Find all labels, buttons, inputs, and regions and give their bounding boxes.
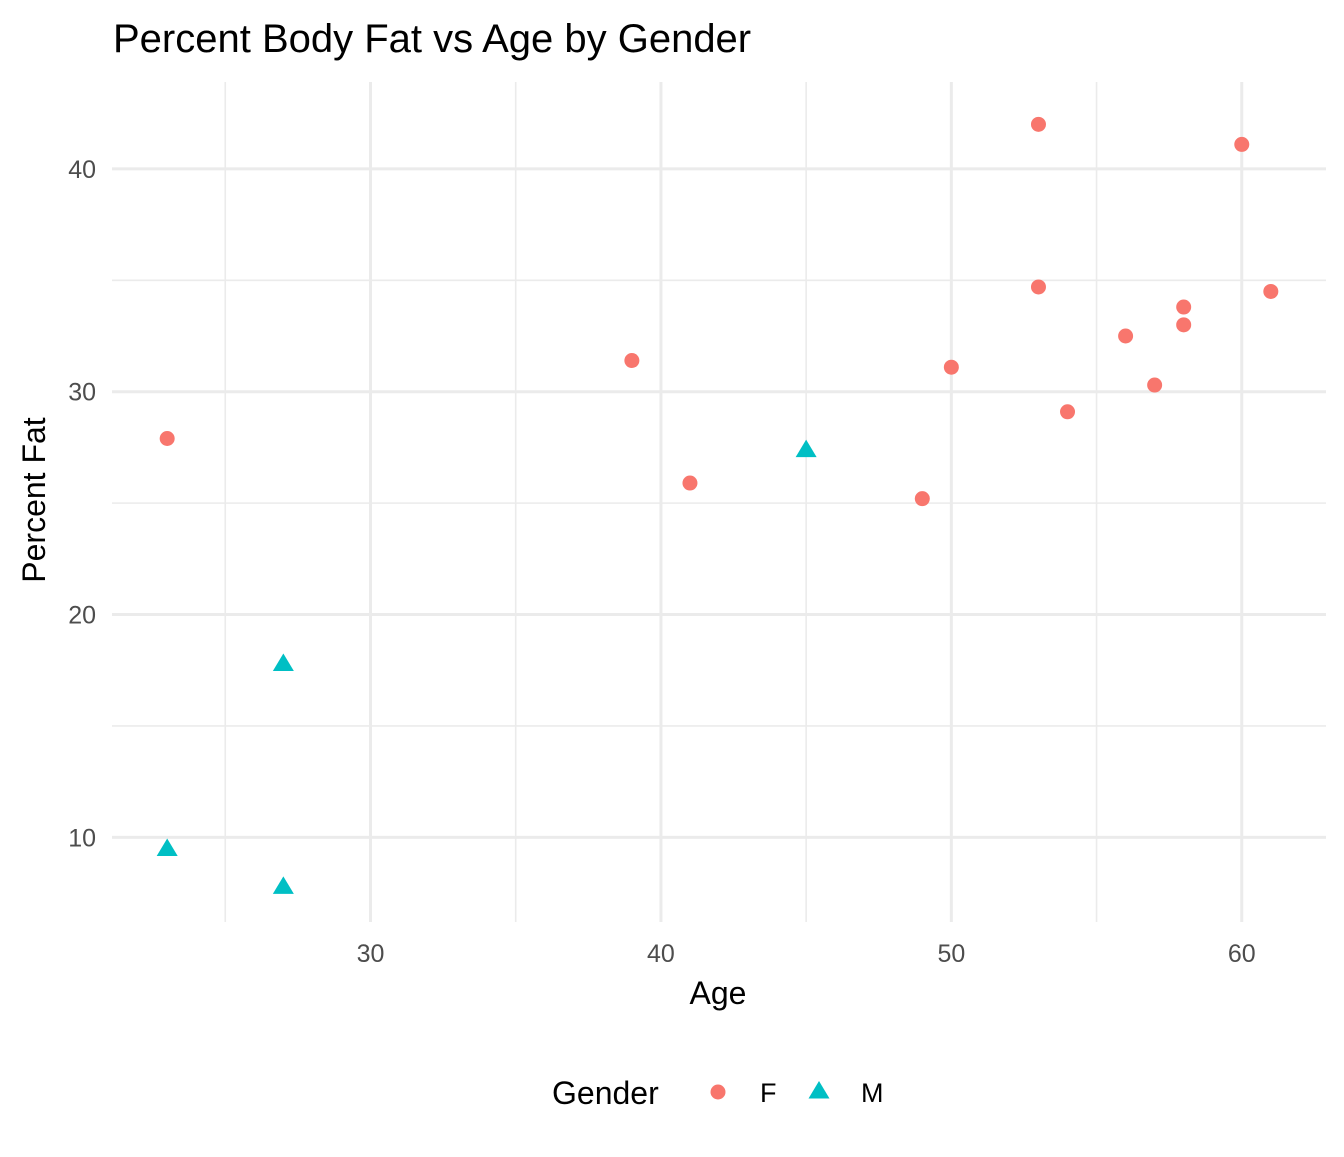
x-axis-title: Age — [690, 975, 747, 1011]
data-point-f — [914, 491, 930, 507]
y-tick-label: 10 — [68, 824, 96, 852]
data-point-f — [1234, 136, 1250, 152]
y-axis-title: Percent Fat — [16, 417, 52, 583]
data-point-m — [272, 653, 294, 672]
x-tick-label: 50 — [937, 940, 965, 968]
data-point-f — [682, 475, 698, 491]
y-tick-label: 30 — [68, 379, 96, 407]
chart-title: Percent Body Fat vs Age by Gender — [113, 17, 751, 61]
data-point-f — [1030, 279, 1046, 295]
data-point-f — [1030, 116, 1046, 132]
data-point-f — [1176, 299, 1192, 315]
legend-key-m — [808, 1081, 830, 1099]
data-point-f — [1060, 404, 1076, 420]
y-tick-label: 20 — [68, 602, 96, 630]
grid — [112, 82, 1326, 922]
data-point-m — [272, 876, 294, 894]
data-point-f — [1147, 377, 1163, 393]
legend-label-m: M — [861, 1078, 884, 1108]
legend-key-f — [710, 1084, 726, 1100]
y-tick-label: 40 — [68, 156, 96, 184]
data-point-f — [1263, 283, 1279, 299]
x-tick-label: 30 — [357, 940, 385, 968]
data-point-f — [1176, 317, 1192, 333]
x-axis-ticks: 30 40 50 60 — [357, 940, 1256, 968]
data-point-f — [943, 359, 959, 375]
legend-label-f: F — [760, 1078, 777, 1108]
data-point-f — [159, 430, 175, 446]
data-point-m — [795, 439, 817, 458]
x-tick-label: 60 — [1228, 940, 1256, 968]
legend-title: Gender — [552, 1075, 659, 1111]
data-point-m — [156, 838, 178, 856]
data-points — [156, 116, 1279, 894]
y-axis-ticks: 10 20 30 40 — [68, 156, 96, 852]
x-tick-label: 40 — [647, 940, 675, 968]
data-point-f — [624, 353, 640, 369]
data-point-f — [1118, 328, 1134, 344]
